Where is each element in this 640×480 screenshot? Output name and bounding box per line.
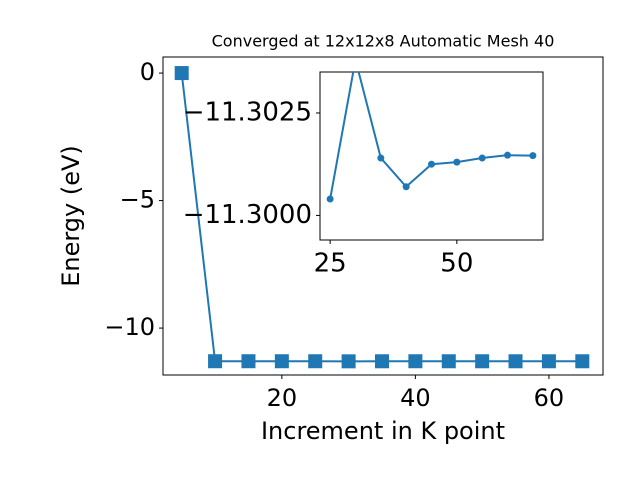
- marker: [208, 354, 223, 369]
- y-tick-label: −5: [120, 186, 155, 214]
- marker: [508, 354, 523, 369]
- marker: [174, 66, 189, 81]
- marker: [377, 154, 385, 162]
- x-tick-label: 40: [400, 384, 431, 412]
- marker: [402, 183, 410, 191]
- marker: [428, 160, 435, 168]
- marker: [274, 354, 289, 369]
- marker: [529, 152, 537, 160]
- marker: [541, 354, 556, 369]
- marker: [308, 354, 323, 369]
- x-tick-label: 20: [267, 384, 298, 412]
- marker: [441, 354, 456, 369]
- y-axis-label: Energy (eV): [57, 145, 85, 287]
- y-tick-label: −11.3000: [183, 200, 312, 230]
- marker: [575, 354, 590, 369]
- x-tick-label: 25: [314, 249, 347, 279]
- marker: [453, 158, 461, 166]
- marker: [475, 354, 490, 369]
- marker: [478, 154, 486, 162]
- x-tick-label: 60: [534, 384, 565, 412]
- y-tick-label: 0: [140, 58, 155, 86]
- chart-title: Converged at 12x12x8 Automatic Mesh 40: [212, 32, 555, 51]
- marker: [504, 151, 512, 159]
- marker: [326, 195, 334, 203]
- plot-area: [326, 72, 537, 203]
- x-tick-label: 50: [440, 249, 473, 279]
- marker: [241, 354, 256, 369]
- marker: [408, 354, 423, 369]
- marker: [374, 354, 389, 369]
- y-tick-label: −11.3025: [183, 97, 312, 127]
- plot-area: [174, 66, 590, 369]
- y-tick-label: −10: [104, 313, 155, 341]
- marker: [341, 354, 356, 369]
- x-axis-label: Increment in K point: [261, 417, 505, 445]
